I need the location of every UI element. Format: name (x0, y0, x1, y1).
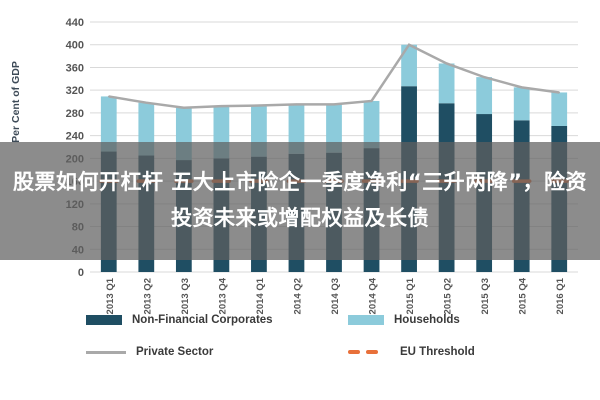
y-tick-label: 360 (66, 62, 84, 74)
x-tick-label: 2015 Q3 (480, 278, 491, 314)
private-sector-point (107, 95, 110, 98)
private-sector-point (258, 104, 260, 107)
private-sector-point (370, 100, 373, 102)
y-tick-label: 0 (78, 267, 84, 279)
x-tick-label: 2014 Q3 (330, 278, 341, 314)
private-sector-point (295, 103, 298, 106)
legend: Non-Financial Corporates Households Priv… (86, 306, 556, 376)
x-tick-label: 2015 Q1 (405, 277, 416, 314)
bar-households (551, 92, 568, 126)
bar-households (438, 63, 455, 104)
legend-item-eu-threshold: EU Threshold (348, 346, 475, 358)
private-sector-point (558, 91, 561, 94)
private-sector-point (483, 76, 485, 78)
y-tick-label: 400 (66, 40, 84, 52)
y-tick-label: 280 (66, 108, 84, 120)
legend-item-nfc: Non-Financial Corporates (86, 314, 273, 326)
legend-item-private-sector: Private Sector (86, 346, 213, 358)
x-tick-label: 2016 Q1 (555, 277, 566, 314)
legend-label-eu-threshold: EU Threshold (400, 346, 475, 358)
private-sector-point (333, 103, 335, 106)
y-tick-label: 320 (66, 85, 84, 97)
legend-swatch-nfc (86, 315, 122, 325)
private-sector-point (445, 62, 448, 65)
x-tick-label: 2014 Q1 (255, 277, 266, 314)
bar-households (326, 104, 342, 153)
private-sector-point (183, 106, 185, 109)
legend-swatch-private-sector (86, 350, 126, 354)
x-tick-label: 2013 Q1 (105, 277, 116, 314)
bar-households (401, 44, 417, 87)
bar-households (288, 104, 305, 154)
private-sector-point (145, 101, 148, 104)
y-tick-label: 240 (66, 131, 84, 143)
bar-households (363, 100, 380, 149)
caption-text: 股票如何开杠杆 五大上市险企一季度净利“三升两降”，险资投资未来或增配权益及长债 (13, 170, 587, 230)
legend-item-households: Households (348, 314, 460, 326)
x-tick-label: 2014 Q4 (368, 277, 379, 314)
x-tick-label: 2015 Q4 (518, 277, 529, 314)
legend-label-private-sector: Private Sector (136, 346, 214, 358)
x-tick-label: 2015 Q2 (443, 278, 454, 314)
bar-households (100, 96, 117, 152)
x-tick-label: 2014 Q2 (292, 278, 303, 314)
x-tick-label: 2013 Q2 (142, 278, 153, 314)
x-tick-label: 2013 Q3 (180, 278, 191, 314)
legend-swatch-eu-threshold (348, 350, 390, 354)
y-tick-label: 440 (66, 17, 84, 29)
private-sector-point (220, 105, 223, 107)
caption-overlay (0, 142, 600, 260)
private-sector-point (408, 43, 410, 46)
legend-swatch-households (348, 315, 384, 325)
x-tick-label: 2013 Q4 (217, 277, 228, 314)
private-sector-point (520, 86, 523, 89)
bar-households (513, 87, 530, 121)
legend-label-households: Households (394, 314, 460, 326)
bar-households (476, 77, 493, 115)
legend-label-nfc: Non-Financial Corporates (132, 314, 273, 326)
